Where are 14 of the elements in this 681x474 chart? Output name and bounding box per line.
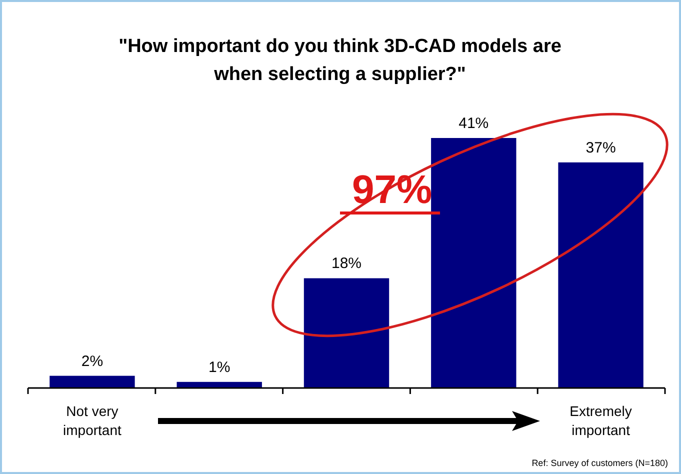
x-tick-label: Extremely important [570, 403, 632, 438]
data-label: 37% [586, 139, 616, 156]
data-label: 41% [458, 115, 489, 132]
text: Ref: Survey of customers (N=180) [532, 458, 668, 468]
bar [431, 138, 516, 388]
chart-title: "How important do you think 3D-CAD models are when selecting a supplier?" [118, 36, 562, 85]
bar [304, 278, 390, 388]
bar [558, 162, 644, 388]
bar [176, 382, 262, 388]
data-label: 18% [331, 255, 362, 272]
data-label: 1% [208, 358, 230, 376]
bar [50, 376, 135, 388]
x-tick-label: Not very important [63, 403, 122, 438]
data-label: 2% [81, 352, 104, 370]
